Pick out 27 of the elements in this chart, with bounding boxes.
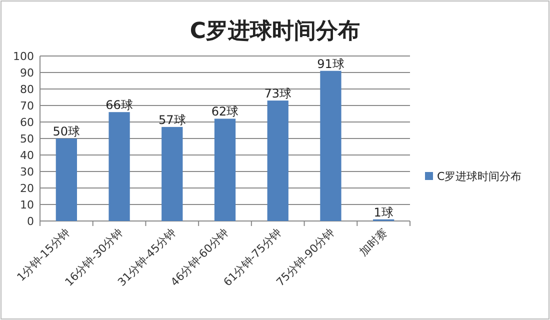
y-tick-label: 40 xyxy=(20,149,34,162)
bar xyxy=(56,138,77,221)
bar xyxy=(320,70,342,221)
y-tick-label: 20 xyxy=(20,182,34,195)
y-tick-label: 100 xyxy=(13,50,34,63)
y-tick-label: 60 xyxy=(20,116,34,129)
data-label: 50球 xyxy=(52,124,80,138)
bar xyxy=(267,100,288,221)
bar xyxy=(162,126,183,221)
data-label: 91球 xyxy=(317,56,344,71)
bar xyxy=(214,118,236,221)
bar xyxy=(108,112,130,221)
y-tick-label: 90 xyxy=(20,66,34,80)
y-tick-label: 50 xyxy=(20,132,34,146)
y-tick-label: 10 xyxy=(20,198,34,212)
data-label: 62球 xyxy=(211,104,239,119)
data-label: 66球 xyxy=(106,98,133,112)
y-tick-label: 70 xyxy=(20,100,34,112)
y-tick-label: 30 xyxy=(20,166,34,178)
y-tick-label: 80 xyxy=(20,83,34,96)
data-label: 1球 xyxy=(374,205,394,220)
chart-title: C罗进球时间分布 xyxy=(190,19,360,44)
legend-label: C罗进球时间分布 xyxy=(437,170,522,183)
data-label: 57球 xyxy=(158,112,186,127)
y-tick-label: 0 xyxy=(27,215,34,228)
data-label: 73球 xyxy=(264,86,292,101)
x-tick-label: 加时赛 xyxy=(357,226,390,258)
